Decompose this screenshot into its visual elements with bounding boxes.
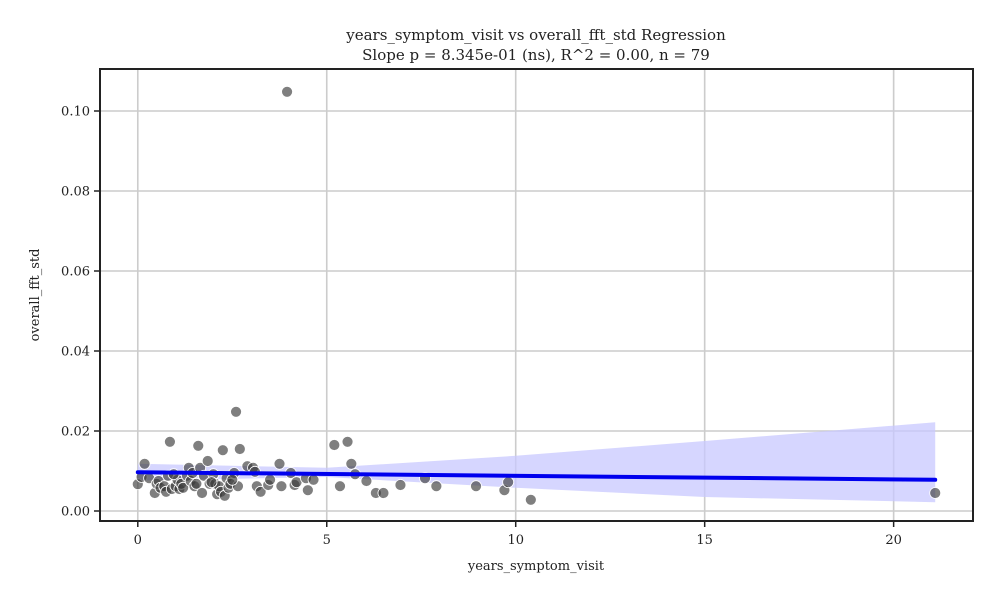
scatter-point	[328, 439, 341, 451]
x-tick-label: 10	[507, 533, 524, 548]
scatter-point	[345, 457, 358, 470]
y-axis-label: overall_fft_std	[28, 249, 43, 342]
scatter-point	[190, 477, 203, 490]
scatter-point	[524, 493, 537, 506]
scatter-point	[216, 444, 229, 457]
x-axis-label: years_symptom_visit	[467, 559, 605, 574]
y-tick-label: 0.06	[61, 265, 90, 280]
scatter-point	[192, 439, 205, 452]
scatter-point	[273, 457, 286, 470]
scatter-point	[929, 487, 942, 499]
scatter-point	[233, 443, 246, 455]
scatter-point	[301, 484, 314, 497]
chart-subtitle: Slope p = 8.345e-01 (ns), R^2 = 0.00, n …	[362, 46, 710, 64]
confidence-band	[137, 422, 936, 503]
scatter-points	[131, 85, 942, 506]
scatter-point	[430, 480, 443, 493]
y-tick-label: 0.10	[61, 105, 90, 120]
x-tick-label: 15	[696, 533, 713, 548]
scatter-point	[334, 480, 346, 493]
scatter-point	[264, 473, 276, 486]
scatter-point	[230, 405, 242, 418]
scatter-point	[201, 455, 214, 467]
scatter-point	[360, 475, 373, 487]
scatter-point	[205, 476, 218, 489]
scatter-point	[307, 473, 320, 486]
scatter-point	[502, 476, 515, 489]
scatter-point	[470, 480, 482, 493]
scatter-point	[138, 457, 151, 470]
grid-lines	[100, 69, 973, 521]
scatter-point	[281, 85, 293, 98]
scatter-point	[196, 487, 208, 499]
x-tick-label: 5	[323, 533, 331, 548]
scatter-point	[164, 435, 176, 448]
confidence-band-layer	[137, 422, 936, 503]
x-tick-label: 20	[885, 533, 902, 548]
scatter-point	[394, 479, 407, 491]
y-tick-label: 0.02	[61, 425, 90, 440]
scatter-point	[177, 481, 190, 494]
y-tick-label: 0.00	[61, 505, 90, 520]
scatter-point	[275, 480, 288, 493]
scatter-point	[254, 485, 267, 498]
y-tick-label: 0.04	[61, 345, 90, 360]
scatter-point	[341, 435, 354, 448]
scatter-point	[226, 473, 239, 486]
y-tick-label: 0.08	[61, 185, 90, 200]
scatter-point	[377, 487, 390, 499]
regression-line	[135, 470, 938, 482]
chart-title: years_symptom_visit vs overall_fft_std R…	[345, 26, 726, 44]
axis-ticks: 0 5 10 15 20 0.00 0.02 0.04 0.06 0.08 0.10	[61, 105, 902, 549]
regression-line-layer	[135, 470, 938, 482]
x-tick-label: 0	[134, 533, 142, 548]
plot-frame	[99, 68, 974, 522]
